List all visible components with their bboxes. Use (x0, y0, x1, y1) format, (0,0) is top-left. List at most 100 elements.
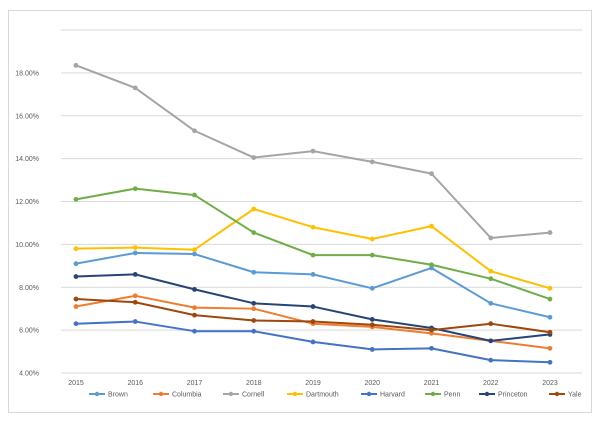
data-point (192, 312, 197, 318)
data-point (310, 148, 316, 154)
y-tick-label: 10.00% (15, 242, 39, 249)
legend-marker (430, 391, 436, 397)
data-point (73, 196, 79, 202)
data-point (251, 300, 257, 306)
data-point (73, 296, 79, 302)
legend-item-brown: Brown (89, 392, 128, 399)
x-tick-label: 2017 (187, 380, 203, 387)
y-tick-label: 6.00% (19, 328, 39, 335)
y-tick-label: 18.00% (15, 70, 39, 77)
data-point (310, 271, 316, 277)
data-point (73, 246, 79, 252)
x-tick-label: 2021 (424, 380, 440, 387)
data-point (251, 269, 257, 275)
data-point (488, 338, 494, 344)
legend-item-columbia: Columbia (153, 392, 202, 399)
data-point (310, 252, 316, 258)
series-harvard (73, 319, 553, 365)
data-point (369, 236, 375, 242)
x-tick-label: 2015 (68, 380, 84, 387)
data-point (369, 252, 375, 258)
x-axis: 2015 2016 2017 2018 2019 2020 2021 2022 2023 (68, 380, 558, 387)
legend-marker (292, 391, 298, 397)
legend-label: Penn (444, 392, 460, 399)
series-yale (73, 296, 553, 335)
data-point (192, 251, 197, 257)
data-point (132, 271, 138, 277)
data-point (192, 247, 197, 253)
legend-label: Harvard (380, 392, 405, 399)
data-point (132, 319, 138, 324)
data-point (310, 319, 316, 324)
x-tick-label: 2020 (364, 380, 380, 387)
data-point (310, 339, 316, 345)
data-point (73, 261, 79, 267)
data-point (488, 276, 494, 282)
legend-marker (366, 391, 372, 397)
data-point (429, 171, 434, 177)
legend-marker (158, 391, 164, 397)
data-point (251, 206, 257, 212)
data-point (73, 304, 79, 309)
data-point (488, 357, 494, 363)
data-point (488, 235, 494, 241)
y-axis: 4.00% 6.00% 8.00% 10.00% 12.00% 14.00% 16.00% 1… (15, 70, 39, 377)
data-point (488, 300, 494, 306)
legend-item-dartmouth: Dartmouth (287, 392, 339, 399)
data-point (547, 296, 553, 302)
series-dartmouth (73, 206, 553, 291)
y-tick-label: 4.00% (19, 371, 39, 378)
x-tick-label: 2018 (246, 380, 262, 387)
series-penn (73, 186, 553, 302)
data-point (132, 293, 138, 299)
data-point (369, 317, 375, 322)
series-brown (73, 250, 553, 320)
data-point (310, 304, 316, 309)
data-point (132, 85, 138, 91)
data-point (251, 318, 257, 323)
legend-item-yale: Yale (549, 392, 582, 399)
legend-item-penn: Penn (425, 392, 460, 399)
legend-label: Dartmouth (306, 392, 339, 399)
data-point (192, 305, 197, 311)
legend-label: Brown (108, 392, 128, 399)
series-line-penn (75, 187, 551, 300)
data-point (192, 328, 197, 334)
y-tick-label: 12.00% (15, 199, 39, 206)
data-point (547, 329, 553, 335)
data-point (429, 327, 434, 333)
data-point (132, 250, 138, 256)
legend-item-cornell: Cornell (223, 392, 265, 399)
legend-label: Columbia (172, 392, 202, 399)
data-point (73, 321, 79, 327)
legend-marker (228, 391, 234, 397)
data-point (192, 128, 197, 134)
data-point (547, 285, 553, 291)
data-point (488, 321, 494, 327)
data-point (251, 230, 257, 235)
series-line-yale (75, 298, 551, 334)
data-point (251, 306, 257, 312)
data-point (369, 322, 375, 328)
data-point (369, 285, 375, 291)
data-point (192, 192, 197, 198)
data-point (192, 286, 197, 292)
plot-area (73, 62, 553, 365)
series-cornell (73, 62, 553, 241)
data-point (73, 274, 79, 279)
data-point (429, 345, 434, 351)
series-princeton (73, 271, 553, 344)
gridlines (61, 29, 582, 374)
data-point (429, 223, 434, 229)
data-point (73, 62, 79, 68)
y-tick-label: 8.00% (19, 285, 39, 292)
legend-item-harvard: Harvard (361, 392, 405, 399)
data-point (369, 347, 375, 352)
legend-item-princeton: Princeton (479, 392, 528, 399)
data-point (132, 245, 138, 250)
x-tick-label: 2022 (483, 380, 499, 387)
data-point (251, 155, 257, 160)
x-tick-label: 2019 (305, 380, 321, 387)
data-point (310, 224, 316, 230)
legend-marker (554, 391, 560, 397)
